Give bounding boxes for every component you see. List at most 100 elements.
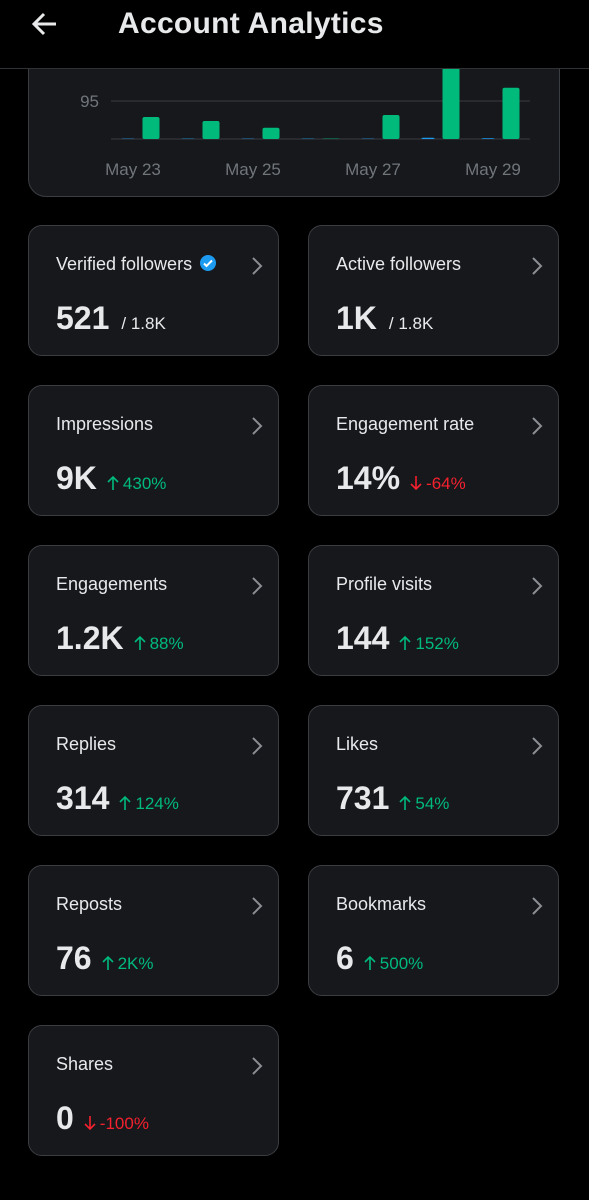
change-text: 124%	[135, 794, 179, 813]
bar	[142, 117, 160, 139]
metric-card[interactable]: Active followers 1K / 1.8K	[308, 225, 559, 356]
value-text: 6	[336, 940, 354, 976]
metric-label: Impressions	[56, 414, 153, 435]
change-text: 54%	[415, 794, 450, 813]
metric-card[interactable]: Reposts 76 2K%	[28, 865, 279, 996]
metric-label: Engagements	[56, 574, 167, 595]
chevron	[532, 737, 543, 755]
back-button[interactable]	[28, 4, 68, 44]
chevron	[252, 1057, 263, 1075]
value-text: 314	[56, 780, 110, 816]
label-text: Profile visits	[336, 574, 433, 594]
bar	[421, 137, 435, 139]
label-text: Reposts	[56, 894, 123, 914]
value-text: 521	[56, 300, 110, 336]
metric-card[interactable]: Likes 731 54%	[308, 705, 559, 836]
chart: 95 May 23 May 25 May 27 May 29	[80, 69, 530, 179]
value-text: 14%	[336, 460, 401, 496]
metric-change: -64%	[410, 474, 466, 493]
label-text: Active followers	[336, 254, 462, 274]
metric-label: Reposts	[56, 894, 122, 915]
y-tick-label: 95	[80, 92, 99, 111]
value-text: 144	[336, 620, 390, 656]
metric-total: / 1.8K	[121, 314, 166, 333]
header: Account Analytics	[0, 0, 589, 69]
value-text: 1K	[336, 300, 377, 336]
change-arrow	[364, 955, 376, 970]
label-text: Shares	[56, 1054, 114, 1074]
change-text: 430%	[122, 474, 167, 493]
metric-label: Replies	[56, 734, 116, 755]
change-text: 88%	[149, 634, 184, 653]
chevron	[252, 737, 263, 755]
chevron	[532, 417, 543, 435]
metric-label: Active followers	[336, 254, 461, 275]
chevron	[252, 417, 263, 435]
bar	[481, 138, 495, 139]
metric-value: 1K / 1.8K	[336, 300, 433, 337]
title: Account Analytics	[118, 7, 384, 40]
metric-card[interactable]: Engagements 1.2K 88%	[28, 545, 279, 676]
metric-card[interactable]: Replies 314 124%	[28, 705, 279, 836]
metric-label: Shares	[56, 1054, 113, 1075]
metric-card[interactable]: Verified followers 521 / 1.8K	[28, 225, 279, 356]
metric-card[interactable]: Shares 0 -100%	[28, 1025, 279, 1156]
metric-value: 1.2K 88%	[56, 620, 184, 657]
bar	[202, 121, 220, 139]
value-text: 731	[336, 780, 390, 816]
change-arrow	[399, 795, 411, 810]
metric-card[interactable]: Engagement rate 14% -64%	[308, 385, 559, 516]
metric-value: 144 152%	[336, 620, 459, 657]
metric-label: Likes	[336, 734, 378, 755]
label-text: Likes	[336, 734, 379, 754]
change-arrow	[102, 955, 114, 970]
metric-label: Profile visits	[336, 574, 432, 595]
change-arrow	[134, 635, 146, 650]
label-text: Engagement rate	[336, 414, 475, 434]
change-arrow	[399, 635, 411, 650]
metric-value: 314 124%	[56, 780, 179, 817]
x-tick-label: May 29	[465, 160, 521, 179]
metric-change: 88%	[134, 634, 184, 653]
metric-value: 731 54%	[336, 780, 449, 817]
chevron	[252, 897, 263, 915]
metric-change: 500%	[364, 954, 423, 973]
change-arrow	[84, 1116, 96, 1131]
bar	[502, 87, 520, 139]
metric-value: 9K 430%	[56, 460, 166, 497]
bar	[382, 115, 400, 139]
change-text: 500%	[379, 954, 424, 973]
change-arrow	[119, 795, 131, 810]
change-text: 2K%	[117, 954, 154, 973]
label-text: Bookmarks	[336, 894, 427, 914]
chevron	[532, 897, 543, 915]
value-text: 0	[56, 1100, 74, 1136]
metric-change: 54%	[399, 794, 449, 813]
metric-label: Bookmarks	[336, 894, 426, 915]
x-tick-label: May 25	[225, 160, 281, 179]
value-text: 9K	[56, 460, 97, 496]
label-text: Impressions	[56, 414, 154, 434]
metric-value: 521 / 1.8K	[56, 300, 166, 337]
metric-change: 124%	[119, 794, 179, 813]
metric-value: 14% -64%	[336, 460, 466, 497]
value-text: 1.2K	[56, 620, 124, 656]
metric-card[interactable]: Impressions 9K 430%	[28, 385, 279, 516]
chevron	[532, 577, 543, 595]
metric-card[interactable]: Bookmarks 6 500%	[308, 865, 559, 996]
metric-total: / 1.8K	[388, 314, 434, 333]
metric-value: 0 -100%	[56, 1100, 149, 1137]
chevron	[252, 257, 263, 275]
verified-badge	[200, 255, 217, 271]
label-text: Engagements	[56, 574, 168, 594]
x-tick-label: May 23	[105, 160, 161, 179]
metric-label: Verified followers	[56, 254, 217, 275]
label-text: Verified followers	[56, 254, 193, 274]
metric-value: 6 500%	[336, 940, 423, 977]
metric-change: 2K%	[102, 954, 154, 973]
metric-change: 152%	[399, 634, 459, 653]
metric-card[interactable]: Profile visits 144 152%	[308, 545, 559, 676]
bar	[262, 127, 280, 139]
metric-change: 430%	[107, 474, 166, 493]
